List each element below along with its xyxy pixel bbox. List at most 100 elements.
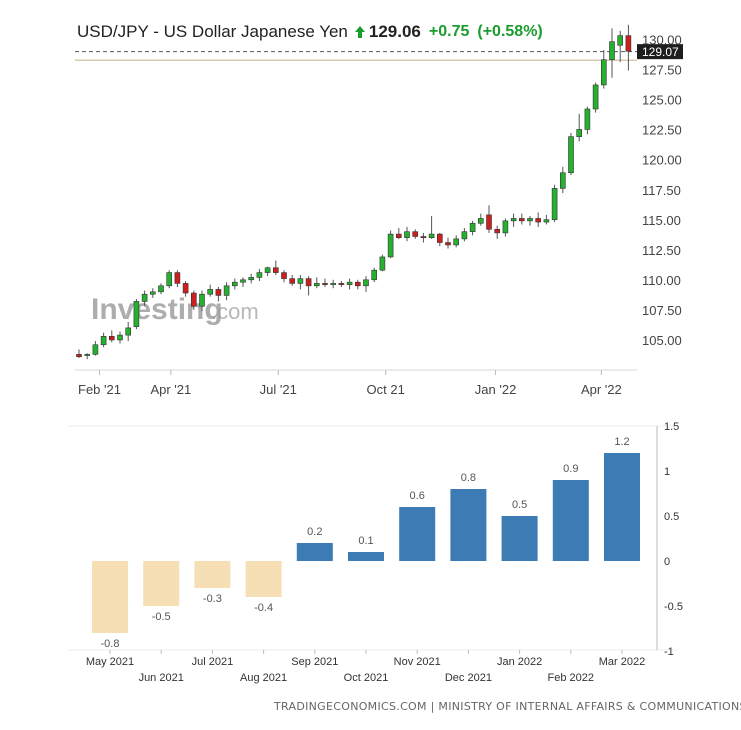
- bar-value-label: 1.2: [614, 436, 629, 448]
- y-tick-label: 105.00: [642, 333, 682, 348]
- bar: [92, 561, 128, 633]
- bar: [552, 480, 589, 561]
- candle-body: [338, 283, 345, 285]
- bar-chart: 1.5 1 0.5 0 -0.5 -1 -0.8 -0.5 -0.3 -0.4 0.2 0.1 0.6…: [68, 421, 683, 684]
- y-tick-label: 130.00: [642, 32, 682, 47]
- candle-body: [223, 285, 230, 296]
- bar: [348, 552, 384, 561]
- candle-body: [289, 278, 296, 284]
- candle-body: [592, 84, 599, 110]
- y-tick-label: 125.00: [642, 93, 682, 108]
- bar: [604, 453, 640, 561]
- candle-body: [395, 233, 402, 238]
- x-tick-label: Jul 2021: [192, 656, 234, 668]
- x-tick-label: Jun 2021: [139, 672, 184, 684]
- bar: [245, 561, 282, 597]
- candle-body: [256, 272, 263, 278]
- candle-body: [600, 59, 607, 86]
- price-change-percent: (+0.58%): [477, 23, 543, 40]
- watermark-suffix: .com: [211, 299, 259, 324]
- candle-body: [576, 129, 583, 137]
- x-tick-label: Apr '21: [150, 382, 191, 397]
- y-tick-label: 122.50: [642, 123, 682, 138]
- bar: [296, 543, 333, 561]
- last-price-tag: [637, 44, 683, 60]
- candle-body: [543, 219, 550, 223]
- candle-body: [330, 283, 337, 285]
- candle-body: [477, 218, 484, 224]
- candle-body: [387, 233, 394, 258]
- candle-body: [625, 35, 632, 52]
- candle-body: [92, 344, 99, 355]
- candle-body: [191, 292, 197, 307]
- candle-body: [494, 228, 501, 234]
- y-tick-label: 0.5: [664, 511, 679, 523]
- candle-body: [371, 269, 378, 281]
- candle-body: [559, 172, 566, 189]
- y-tick-label: 1: [664, 466, 670, 478]
- bar-value-label: 0.9: [563, 463, 578, 475]
- candle-body: [174, 272, 181, 284]
- candle-body: [207, 289, 213, 295]
- y-tick-label: -1: [664, 646, 674, 658]
- candle-body: [461, 231, 468, 240]
- candle-body: [150, 291, 156, 295]
- x-tick-label: Feb '21: [78, 382, 121, 397]
- candle-body: [404, 231, 410, 238]
- last-price: 129.06: [368, 22, 421, 41]
- x-tick-label: Mar 2022: [599, 656, 645, 668]
- candle-body: [215, 289, 222, 296]
- x-tick-label: May 2021: [86, 656, 134, 668]
- candle-body: [346, 281, 353, 285]
- last-price-tag-label: 129.07: [642, 45, 679, 59]
- y-tick-label: 115.00: [642, 213, 681, 228]
- candle-body: [535, 218, 542, 223]
- candles: [76, 24, 632, 360]
- candle-body: [584, 108, 591, 130]
- candle-body: [510, 218, 517, 222]
- candle-body: [76, 354, 82, 358]
- candle-body: [428, 233, 435, 238]
- x-tick-label: Sep 2021: [291, 656, 338, 668]
- candle-body: [469, 222, 476, 232]
- y-tick-label: 110.00: [642, 273, 681, 288]
- candle-body: [232, 281, 238, 287]
- candle-body: [551, 188, 558, 220]
- price-change: +0.75: [428, 23, 470, 40]
- candle-body: [264, 267, 271, 273]
- candle-body: [436, 233, 443, 243]
- x-tick-label: Aug 2021: [240, 672, 287, 684]
- bar: [194, 561, 231, 588]
- y-axis-ticks: 1.5 1 0.5 0 -0.5 -1: [664, 421, 683, 658]
- candle-body: [117, 334, 123, 341]
- bar-value-label: 0.1: [358, 535, 373, 547]
- x-axis-ticks: Feb '21 Apr '21 Jul '21 Oct 21 Jan '22 Apr '2…: [78, 370, 622, 397]
- y-tick-label: 0: [664, 556, 670, 568]
- x-tick-label: Nov 2021: [394, 656, 441, 668]
- x-tick-label: Feb 2022: [548, 672, 594, 684]
- candle-body: [379, 256, 386, 271]
- x-tick-label: Dec 2021: [445, 672, 492, 684]
- bar: [399, 507, 436, 561]
- candle-body: [182, 283, 189, 294]
- candle-body: [281, 272, 287, 279]
- candle-body: [453, 238, 460, 246]
- x-axis-labels: May 2021 Jun 2021 Jul 2021 Aug 2021 Sep 2021…: [86, 650, 645, 684]
- candle-body: [272, 267, 279, 273]
- candle-body: [527, 218, 533, 222]
- y-tick-label: 117.50: [642, 183, 681, 198]
- bar: [450, 489, 487, 561]
- candle-body: [297, 278, 304, 284]
- candle-body: [166, 272, 172, 287]
- y-tick-label: 127.50: [642, 63, 682, 78]
- up-arrow-icon: [354, 26, 365, 38]
- x-tick-label: Apr '22: [581, 382, 622, 397]
- candle-body: [248, 277, 254, 281]
- candle-body: [109, 336, 115, 341]
- source-footer: TRADINGECONOMICS.COM | MINISTRY OF INTER…: [274, 700, 741, 713]
- candle-body: [125, 327, 131, 336]
- candle-body: [354, 281, 361, 287]
- candle-body: [609, 41, 615, 60]
- instrument-title: USD/JPY - US Dollar Japanese Yen: [77, 22, 348, 41]
- y-tick-label: 1.5: [664, 421, 679, 433]
